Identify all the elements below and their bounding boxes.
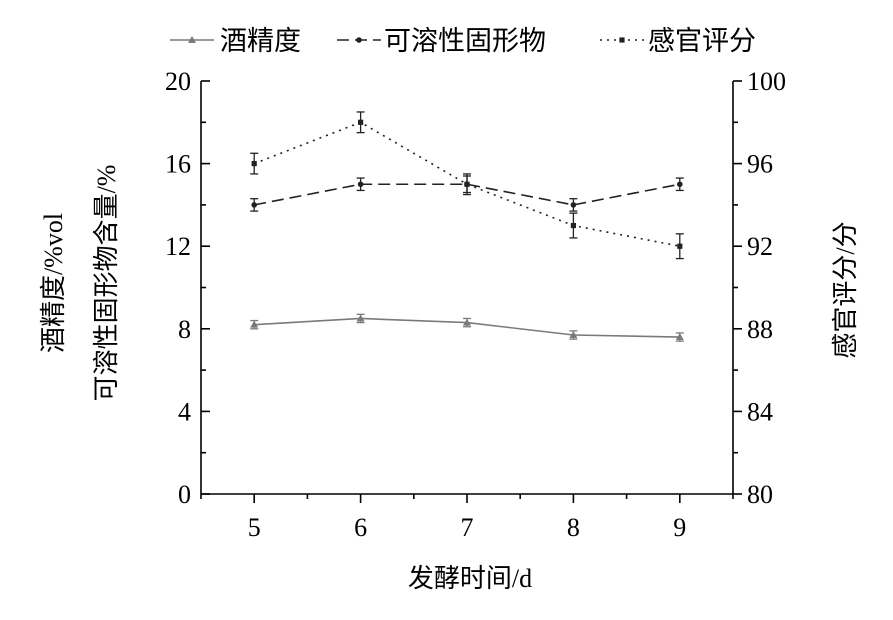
legend-swatch-marker [188, 36, 196, 43]
axis-titles: 发酵时间/d 酒精度/%vol 可溶性固形物含量/% 感官评分/分 [39, 165, 860, 593]
axes: 0 4 8 12 16 20 80 84 88 92 96 100 5 6 7 8 9 [165, 67, 786, 542]
legend-item-3: 感官评分 [600, 26, 756, 56]
y-left-axis-title-1: 酒精度/%vol [39, 213, 68, 353]
x-tick-label: 8 [567, 513, 580, 542]
data-point [251, 161, 257, 167]
y-right-tick-label: 100 [747, 67, 786, 96]
y-right-tick-label: 80 [747, 480, 773, 509]
y-left-axis-title-2: 可溶性固形物含量/% [92, 165, 121, 402]
legend-label: 可溶性固形物 [384, 26, 546, 56]
y-left-tick-label: 4 [178, 397, 191, 426]
data-point [675, 333, 684, 341]
y-right-tick-label: 88 [747, 315, 773, 344]
data-point [464, 181, 470, 187]
series-line [254, 183, 680, 206]
y-right-tick-label: 92 [747, 232, 773, 261]
legend-swatch-marker [619, 37, 625, 43]
legend-label: 酒精度 [220, 26, 301, 56]
data-point [250, 320, 259, 328]
data-point [570, 222, 576, 229]
x-tick-label: 9 [673, 513, 686, 542]
legend-item-1: 酒精度 [170, 26, 301, 56]
data-point [251, 202, 257, 208]
x-axis-title: 发酵时间/d [408, 564, 532, 593]
x-tick-label: 6 [354, 513, 367, 542]
data-point [569, 330, 578, 338]
data-point [463, 318, 471, 326]
y-left-tick-label: 8 [178, 315, 191, 344]
data-point [677, 243, 683, 249]
y-left-tick-label: 20 [165, 67, 191, 96]
legend-item-2: 可溶性固形物 [337, 26, 546, 56]
y-right-tick-label: 96 [747, 150, 773, 179]
data-point [356, 314, 365, 322]
y-left-tick-label: 12 [165, 232, 191, 261]
y-left-tick-label: 16 [165, 150, 191, 179]
data-point [357, 181, 364, 188]
y-right-axis-title: 感官评分/分 [831, 221, 860, 358]
legend-label: 感官评分 [648, 26, 756, 56]
legend: 酒精度 可溶性固形物 感官评分 [170, 26, 756, 56]
series-3 [250, 111, 684, 260]
legend-swatch-marker [356, 37, 362, 43]
data-point [677, 181, 683, 188]
data-point [570, 202, 577, 208]
x-tick-label: 7 [461, 513, 474, 542]
y-left-tick-label: 0 [178, 480, 191, 509]
y-right-tick-label: 84 [747, 397, 773, 426]
series-1 [250, 313, 684, 342]
series-layer [250, 111, 684, 342]
data-point [358, 119, 364, 125]
x-tick-label: 5 [248, 513, 261, 542]
